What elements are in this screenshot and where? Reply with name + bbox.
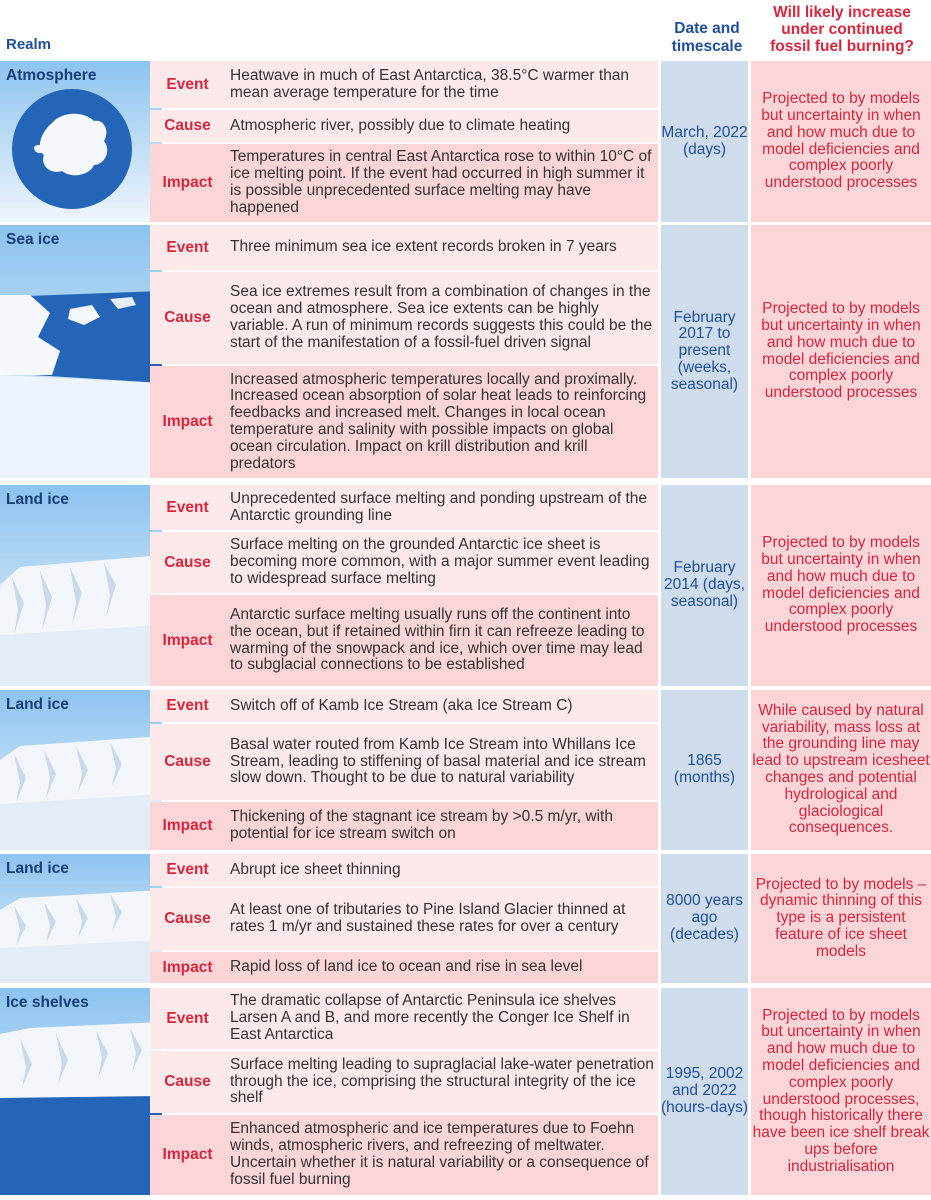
- event-row: Event Switch off of Kamb Ice Stream (aka…: [150, 690, 658, 722]
- event-row: Event Abrupt ice sheet thinning: [150, 854, 658, 886]
- column-header-realm: Realm: [6, 36, 52, 53]
- event-text: Heatwave in much of East Antarctica, 38.…: [230, 66, 630, 101]
- ice-shelf-icon: [0, 988, 162, 1195]
- event-text: The dramatic collapse of Antarctic Penin…: [230, 992, 630, 1043]
- will-increase: Projected to by models – dynamic thinnin…: [751, 854, 931, 983]
- date-timescale: February 2017 to present (weeks, seasona…: [661, 225, 748, 478]
- row-label-impact: Impact: [162, 817, 213, 834]
- event-row: Event Three minimum sea ice extent recor…: [150, 225, 658, 270]
- group-land-ice: Land ice Event Abrupt ice sheet thinning…: [0, 854, 931, 983]
- column-header-will-line: fossil fuel burning?: [770, 38, 914, 55]
- row-label-impact: Impact: [162, 1146, 213, 1163]
- cause-text: Surface melting on the grounded Antarcti…: [230, 536, 650, 587]
- impact-text: Enhanced atmospheric and ice temperature…: [230, 1120, 649, 1188]
- impact-text: Thickening of the stagnant ice stream by…: [230, 808, 613, 842]
- impact-text: Rapid loss of land ice to ocean and rise…: [230, 958, 583, 976]
- row-label-cause: Cause: [164, 309, 211, 326]
- row-label-event: Event: [166, 498, 209, 516]
- cause-text: At least one of tributaries to Pine Isla…: [230, 901, 626, 935]
- event-row: Event Heatwave in much of East Antarctic…: [150, 61, 658, 108]
- realm-label: Sea ice: [6, 231, 60, 248]
- realm-cell: Land ice: [0, 485, 162, 686]
- cause-text: Atmospheric river, possibly due to clima…: [230, 116, 571, 134]
- cause-row: Cause Surface melting on the grounded An…: [150, 532, 658, 593]
- row-label-event: Event: [166, 75, 209, 93]
- impact-row: Impact Rapid loss of land ice to ocean a…: [150, 952, 658, 983]
- group-land-ice: Land ice Event Switch off of Kamb Ice St…: [0, 690, 931, 850]
- cause-row: Cause Basal water routed from Kamb Ice S…: [150, 724, 658, 800]
- row-label-impact: Impact: [162, 174, 213, 191]
- sea-ice-icon: [0, 225, 162, 478]
- cause-row: Cause Atmospheric river, possibly due to…: [150, 110, 658, 142]
- row-label-impact: Impact: [162, 958, 213, 976]
- date-timescale: 1995, 2002 and 2022 (hours-days): [661, 988, 748, 1195]
- row-label-cause: Cause: [164, 1073, 211, 1090]
- row-label-cause: Cause: [164, 117, 211, 134]
- antarctica-globe-icon: [0, 61, 162, 222]
- will-increase: Projected to by models but uncertainty i…: [751, 485, 931, 686]
- realm-label: Atmosphere: [6, 67, 97, 84]
- impact-row: Impact Increased atmospheric temperature…: [150, 366, 658, 478]
- realm-label: Land ice: [6, 696, 69, 713]
- impact-row: Impact Thickening of the stagnant ice st…: [150, 802, 658, 850]
- group-sea-ice: Sea ice Event Three minimum sea ice exte…: [0, 225, 931, 478]
- date-timescale: 1865 (months): [661, 690, 748, 850]
- cause-text: Surface melting leading to supraglacial …: [230, 1055, 654, 1107]
- row-label-impact: Impact: [162, 413, 213, 430]
- cause-row: Cause Surface melting leading to supragl…: [150, 1051, 658, 1113]
- column-header-will-increase: Will likely increase under continued fos…: [752, 4, 931, 55]
- date-timescale: March, 2022 (days): [661, 61, 748, 222]
- land-ice-icon: [0, 854, 162, 983]
- realm-label: Land ice: [6, 860, 69, 877]
- event-row: Event Unprecedented surface melting and …: [150, 485, 658, 530]
- impact-row: Impact Enhanced atmospheric and ice temp…: [150, 1115, 658, 1195]
- cause-text: Basal water routed from Kamb Ice Stream …: [230, 735, 646, 787]
- impact-row: Impact Antarctic surface melting usually…: [150, 595, 658, 686]
- impact-text: Antarctic surface melting usually runs o…: [230, 605, 645, 674]
- row-label-event: Event: [166, 697, 209, 714]
- group-land-ice: Land ice Event Unprecedented surface mel…: [0, 485, 931, 686]
- row-label-cause: Cause: [164, 910, 211, 927]
- column-header-will-line: Will likely increase: [773, 4, 911, 21]
- column-header-will-line: under continued: [781, 21, 903, 38]
- event-text: Three minimum sea ice extent records bro…: [230, 238, 617, 256]
- impact-text: Temperatures in central East Antarctica …: [230, 148, 652, 216]
- event-text: Unprecedented surface melting and pondin…: [230, 489, 648, 524]
- group-ice-shelves: Ice shelves Event The dramatic collapse …: [0, 988, 931, 1195]
- row-label-event: Event: [166, 861, 209, 878]
- row-label-impact: Impact: [162, 631, 213, 649]
- will-increase: Projected to by models but uncertainty i…: [751, 61, 931, 222]
- land-ice-icon: [0, 690, 162, 850]
- event-row: Event The dramatic collapse of Antarctic…: [150, 988, 658, 1049]
- cause-row: Cause At least one of tributaries to Pin…: [150, 888, 658, 950]
- date-timescale: 8000 years ago (decades): [661, 854, 748, 983]
- will-increase: Projected to by models but uncertainty i…: [751, 988, 931, 1195]
- land-ice-icon: [0, 485, 162, 686]
- realm-label: Ice shelves: [6, 994, 89, 1011]
- realm-cell: Sea ice: [0, 225, 162, 478]
- impact-text: Increased atmospheric temperatures local…: [230, 370, 647, 472]
- cause-row: Cause Sea ice extremes result from a com…: [150, 272, 658, 364]
- event-text: Switch off of Kamb Ice Stream (aka Ice S…: [230, 696, 573, 714]
- row-label-event: Event: [166, 1009, 209, 1027]
- row-label-event: Event: [166, 238, 209, 256]
- row-label-cause: Cause: [164, 753, 211, 770]
- realm-cell: Land ice: [0, 854, 162, 983]
- impact-row: Impact Temperatures in central East Anta…: [150, 144, 658, 222]
- will-increase: While caused by natural variability, mas…: [751, 690, 931, 850]
- group-atmosphere: Atmosphere Event Heatwave in much of Eas…: [0, 61, 931, 222]
- realm-cell: Atmosphere: [0, 61, 162, 222]
- column-header-date-line: Date and: [674, 20, 740, 37]
- column-header-date: Date and timescale: [667, 20, 747, 56]
- column-header-date-line: timescale: [671, 38, 743, 55]
- cause-text: Sea ice extremes result from a combinati…: [230, 283, 653, 351]
- will-increase: Projected to by models but uncertainty i…: [751, 225, 931, 478]
- realm-cell: Land ice: [0, 690, 162, 850]
- row-label-cause: Cause: [164, 553, 211, 571]
- realm-cell: Ice shelves: [0, 988, 162, 1195]
- realm-label: Land ice: [6, 491, 69, 508]
- date-timescale: February 2014 (days, seasonal): [661, 485, 748, 686]
- event-text: Abrupt ice sheet thinning: [230, 860, 401, 878]
